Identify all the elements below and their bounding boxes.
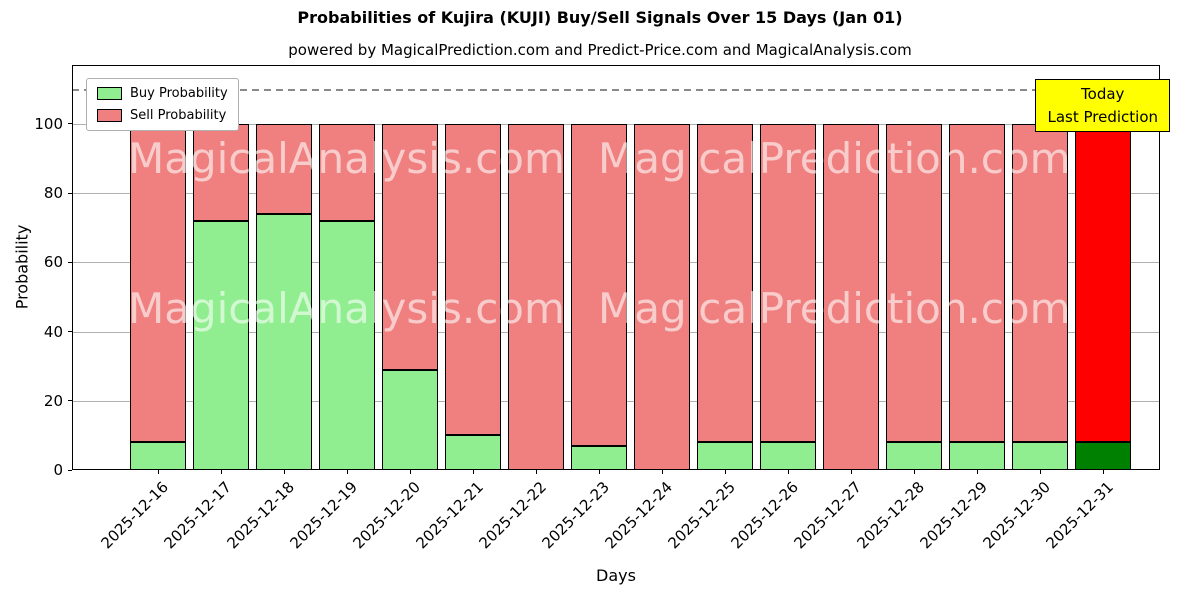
y-axis-label: Probability [12,224,32,310]
x-tick-label: 2025-12-18 [223,478,299,553]
bar-sell-segment [570,123,627,446]
bar-buy-segment [759,442,816,470]
bar-sell-segment [1074,123,1131,443]
bar-buy-segment [318,220,375,470]
axis-ticks: 0 20 40 60 80 100 2025-12-16 2025-12-17 2025-12-… [34,65,1160,553]
legend: Buy Probability Sell Probability [86,78,239,131]
x-tick-label: 2025-12-17 [160,478,236,553]
x-tick-mark [787,470,789,474]
x-tick-label: 2025-12-23 [538,478,614,553]
today-annotation: Today Last Prediction [1035,79,1170,132]
x-tick-mark [913,470,915,474]
x-tick-mark [598,470,600,474]
y-tick-label: 40 [43,322,63,341]
y-tick-mark [68,469,72,471]
y-tick-label: 100 [34,114,63,133]
x-tick-label: 2025-12-27 [790,478,866,553]
bar-sell-segment [822,123,879,470]
bar-sell-segment [192,123,249,221]
bar-buy-segment [255,213,312,470]
annotation-line-1: Today [1081,85,1125,103]
bar-sell-segment [444,123,501,436]
bar-buy-segment [948,442,1005,470]
bar-sell-segment [759,123,816,443]
bar-sell-segment [948,123,1005,443]
x-tick-mark [409,470,411,474]
chart-title: Probabilities of Kujira (KUJI) Buy/Sell … [297,8,903,27]
x-tick-mark [535,470,537,474]
x-tick-mark [850,470,852,474]
x-tick-mark [157,470,159,474]
x-tick-mark [346,470,348,474]
x-tick-label: 2025-12-29 [916,478,992,553]
y-tick-label: 60 [43,253,63,272]
y-tick-label: 0 [53,461,63,479]
bar-sell-segment [318,123,375,221]
x-tick-mark [220,470,222,474]
bar-buy-segment [696,442,753,470]
x-tick-mark [1039,470,1041,474]
x-tick-label: 2025-12-16 [97,478,173,553]
bar-sell-segment [1011,123,1068,443]
x-tick-mark [472,470,474,474]
x-tick-label: 2025-12-31 [1042,478,1118,553]
legend-label-sell: Sell Probability [130,108,227,123]
bar-buy-segment [885,442,942,470]
x-tick-mark [1102,470,1104,474]
bar-buy-segment [1074,442,1131,470]
y-tick-mark [68,192,72,194]
bar-sell-segment [129,123,186,443]
x-tick-label: 2025-12-28 [853,478,929,553]
bar-buy-segment [381,369,438,470]
x-axis-label: Days [596,566,636,585]
legend-item-buy: Buy Probability [97,86,228,101]
bars [72,65,1160,470]
x-tick-mark [283,470,285,474]
plot-area: 0 20 40 60 80 100 2025-12-16 2025-12-17 2025-12-… [34,65,1160,553]
bar-buy-segment [1011,442,1068,470]
x-tick-mark [724,470,726,474]
x-tick-label: 2025-12-19 [286,478,362,553]
bar-sell-segment [885,123,942,443]
bar-sell-segment [633,123,690,470]
x-tick-label: 2025-12-22 [475,478,551,553]
x-tick-mark [661,470,663,474]
y-tick-mark [68,123,72,125]
bar-buy-segment [570,445,627,470]
y-tick-mark [68,400,72,402]
x-tick-label: 2025-12-26 [727,478,803,553]
bar-sell-segment [696,123,753,443]
bar-buy-segment [444,435,501,470]
y-tick-label: 80 [43,184,63,203]
x-tick-label: 2025-12-30 [979,478,1055,553]
x-tick-label: 2025-12-24 [601,478,677,553]
bar-sell-segment [255,123,312,214]
threshold-dashed-line [72,89,1160,91]
legend-item-sell: Sell Probability [97,108,228,123]
x-tick-label: 2025-12-21 [412,478,488,553]
y-tick-label: 20 [43,391,63,410]
y-tick-mark [68,331,72,333]
annotation-line-2: Last Prediction [1047,107,1158,126]
bar-sell-segment [381,123,438,370]
bar-buy-segment [192,220,249,470]
buy-swatch [97,87,122,100]
legend-label-buy: Buy Probability [130,86,228,101]
x-tick-label: 2025-12-25 [664,478,740,553]
x-tick-mark [976,470,978,474]
bar-sell-segment [507,123,564,470]
chart-subtitle: powered by MagicalPrediction.com and Pre… [288,41,912,59]
y-tick-mark [68,261,72,263]
bar-buy-segment [129,442,186,470]
sell-swatch [97,109,122,122]
x-tick-label: 2025-12-20 [349,478,425,553]
